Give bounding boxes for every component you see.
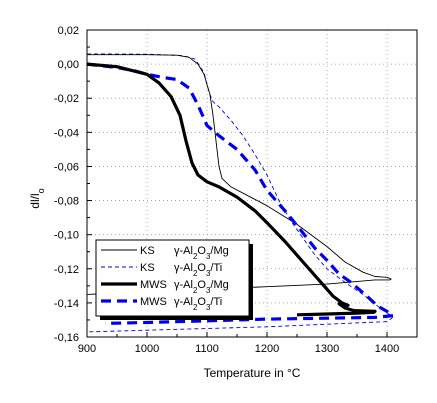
y-tick-label: -0,12 <box>54 264 79 276</box>
legend-material-part: 2 <box>193 252 198 261</box>
legend-material-part: /Ti <box>210 296 222 308</box>
x-tick-label: 1200 <box>255 343 279 355</box>
x-tick-label: 1400 <box>375 343 399 355</box>
legend-material-part: /Mg <box>210 279 228 291</box>
x-tick-label: 900 <box>78 343 96 355</box>
y-tick-label: -0,14 <box>54 298 79 310</box>
y-tick-label: -0,02 <box>54 93 79 105</box>
y-tick-label: 0,02 <box>58 25 79 37</box>
legend-material-part: O <box>197 296 206 308</box>
x-tick-label: 1100 <box>195 343 219 355</box>
legend-material-part: 2 <box>193 303 198 312</box>
legend-material-part: O <box>197 245 206 257</box>
legend-box <box>95 239 250 317</box>
legend-material-part: 3 <box>206 303 211 312</box>
legend-method-label: MWS <box>140 296 167 308</box>
legend-material-part: γ-Al <box>174 296 193 308</box>
legend-material-part: γ-Al <box>174 245 193 257</box>
legend-material-label: γ-Al2O3/Ti <box>174 262 222 278</box>
y-tick-label: -0,10 <box>54 230 79 242</box>
y-tick-label: -0,08 <box>54 196 79 208</box>
y-tick-label: -0,04 <box>54 127 79 139</box>
legend-material-part: 2 <box>193 269 198 278</box>
legend-method-label: MWS <box>140 279 167 291</box>
y-axis-label-subscript: o <box>36 188 46 193</box>
legend-material-part: 3 <box>206 286 211 295</box>
y-axis-label: dl/lo <box>28 188 46 208</box>
x-axis-label: Temperature in °C <box>204 366 301 380</box>
legend-material-label: γ-Al2O3/Mg <box>174 245 229 261</box>
legend-material-part: γ-Al <box>174 262 193 274</box>
y-tick-label: -0,06 <box>54 161 79 173</box>
legend-material-part: γ-Al <box>174 279 193 291</box>
legend-material-part: 2 <box>193 286 198 295</box>
series-layer <box>86 53 395 333</box>
legend-material-part: 3 <box>206 269 211 278</box>
series-line-mws-2 <box>86 62 377 317</box>
ticks: 900 1000 1100 1200 1300 1400 0,02 0,00 -0,02 -0,0… <box>54 25 399 355</box>
legend-material-part: 3 <box>206 252 211 261</box>
y-tick-label: 0,00 <box>58 59 79 71</box>
x-tick-label: 1000 <box>135 343 159 355</box>
legend-material-label: γ-Al2O3/Mg <box>174 279 229 295</box>
series-line-mws-3 <box>86 62 395 325</box>
y-tick-label: -0,16 <box>54 332 79 344</box>
legend-material-label: γ-Al2O3/Ti <box>174 296 222 312</box>
y-axis-label-main: dl/l <box>28 193 42 208</box>
legend-method-label: KS <box>140 262 155 274</box>
legend-method-label: KS <box>140 245 155 257</box>
legend-material-part: /Ti <box>210 262 222 274</box>
legend-material-part: /Mg <box>210 245 228 257</box>
legend-material-part: O <box>197 262 206 274</box>
legend-material-part: O <box>197 279 206 291</box>
x-tick-label: 1300 <box>315 343 339 355</box>
